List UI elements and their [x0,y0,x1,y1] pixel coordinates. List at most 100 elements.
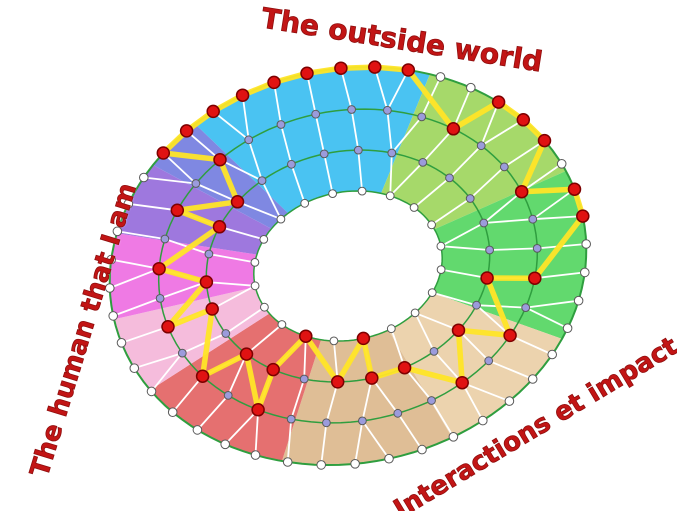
path-node [267,75,281,90]
grid-node [410,308,420,318]
grid-node [385,191,395,201]
grid-node [244,135,254,145]
grid-node [521,303,531,313]
grid-node [417,444,427,455]
grid-node [384,453,394,464]
grid-node [139,172,149,183]
path-node [567,182,582,196]
grid-node [466,82,476,93]
grid-node [105,283,115,293]
grid-node [353,145,363,155]
grid-node [484,356,494,366]
grid-node [436,265,446,275]
grid-node [192,425,203,435]
path-node [576,209,590,223]
grid-node [580,267,590,278]
path-node [330,375,345,389]
grid-node [287,159,296,169]
grid-node [328,189,338,199]
grid-node [436,241,446,251]
grid-node [393,408,403,418]
grid-node [259,235,269,244]
path-node [152,261,166,276]
grid-node [476,141,486,151]
grid-node [260,302,269,312]
grid-node [472,300,481,310]
path-node [199,275,214,289]
grid-node [108,311,118,321]
grid-node [322,418,331,428]
path-node [239,347,254,361]
grid-node [177,348,187,358]
grid-node [167,407,178,418]
grid-node [504,396,515,406]
path-node [368,60,382,74]
grid-node [257,176,267,186]
grid-node [311,109,321,119]
path-node [446,122,461,136]
grid-node [427,220,437,230]
grid-node [106,254,116,265]
grid-node [350,459,360,469]
grid-node [347,105,357,114]
grid-node [276,120,286,129]
grid-node [300,198,310,208]
path-node [170,203,185,218]
grid-node [223,391,233,400]
grid-node [427,396,436,405]
grid-node [250,258,260,267]
path-node [491,95,506,109]
path-node [528,271,542,285]
grid-node [429,347,439,356]
path-node [397,360,412,375]
grid-node [387,148,397,158]
grid-node [282,457,293,467]
sector-salmon [150,313,322,462]
grid-node [316,460,327,470]
grid-node [358,416,367,426]
grid-node [319,149,329,159]
grid-node [427,288,437,298]
path-node [299,329,313,343]
grid-node [221,329,231,338]
path-node [365,371,379,385]
grid-node [383,105,392,115]
grid-node [357,186,367,196]
path-node [455,375,469,390]
grid-node [528,214,538,224]
path-node [401,63,416,77]
grid-node [220,439,230,450]
grid-node [286,414,296,424]
path-node [156,146,171,160]
grid-node [277,320,287,329]
sector-pale-pink [114,287,270,390]
grid-node [191,179,201,188]
grid-node [562,323,573,334]
grid-node [581,239,592,249]
grid-node [116,338,127,348]
grid-node [417,112,427,122]
grid-node [204,249,214,259]
grid-node [532,244,542,253]
path-node [451,323,466,337]
path-node [356,331,371,346]
path-node [212,220,227,234]
path-node [516,113,531,127]
path-node [161,320,175,334]
path-node [537,133,552,148]
path-node [514,184,529,199]
path-node [503,328,517,343]
grid-node [299,374,309,384]
grid-node [160,234,170,244]
grid-node [547,349,558,360]
grid-node [479,218,489,228]
path-node [266,362,280,377]
grid-node [573,295,584,306]
path-node [235,88,250,102]
grid-node [386,324,396,334]
path-node [300,66,314,81]
path-node [230,195,245,209]
sector-green [432,171,587,339]
